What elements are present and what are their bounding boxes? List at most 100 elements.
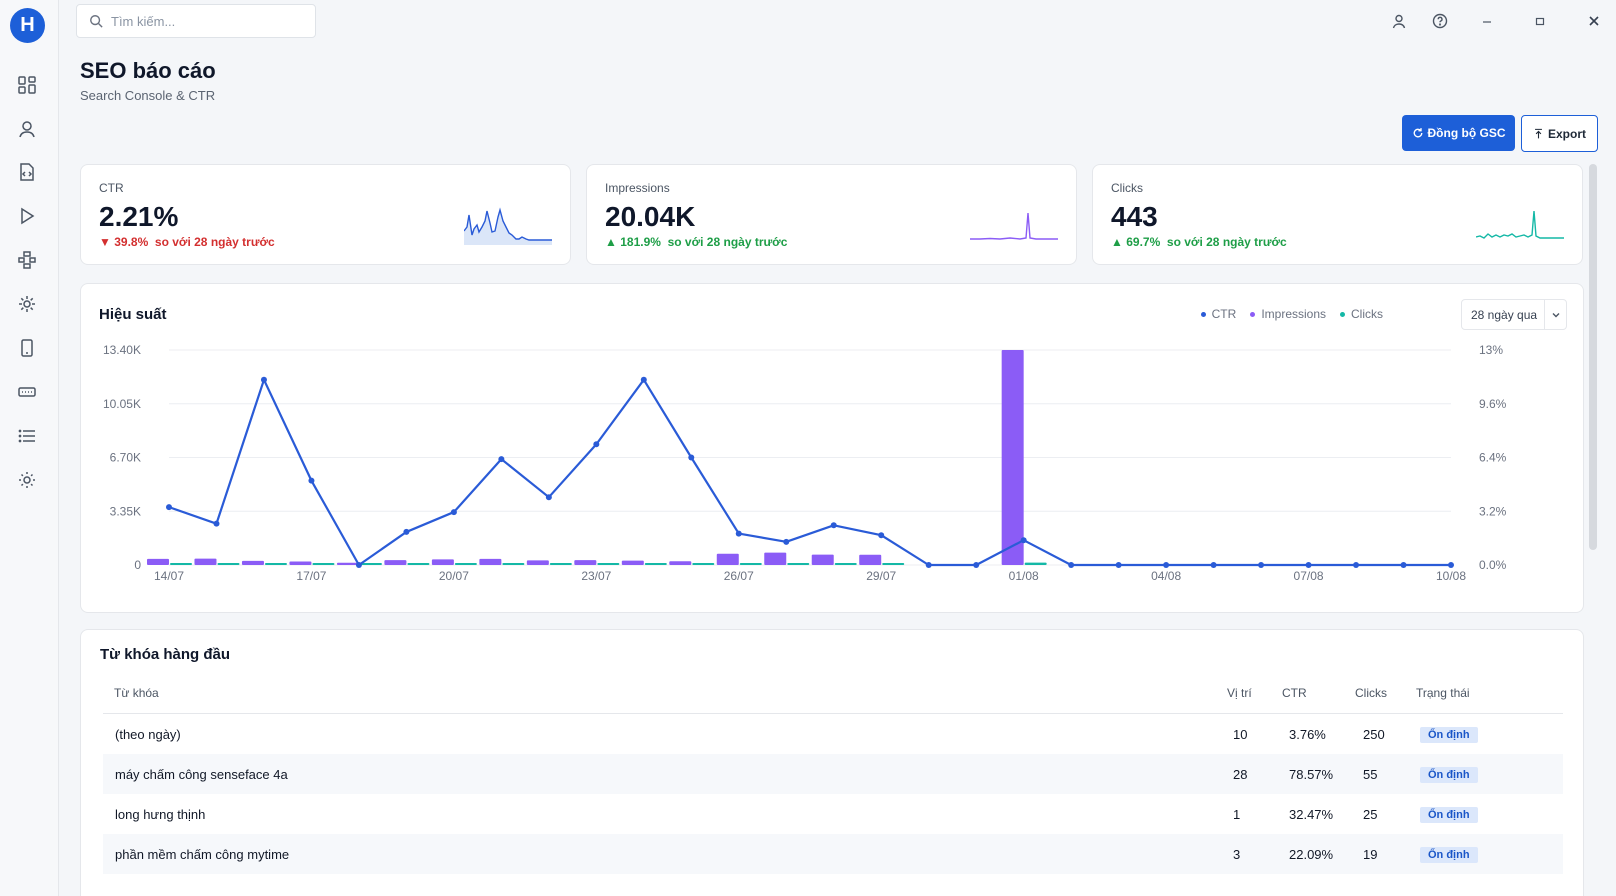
ctr-point bbox=[1163, 562, 1170, 568]
y-left-tick-label: 10.05K bbox=[103, 397, 141, 411]
stat-card-impressions: Impressions 20.04K ▲ 181.9% so với 28 ng… bbox=[586, 164, 1077, 265]
sidebar-item-brightness[interactable] bbox=[14, 291, 40, 317]
search-input[interactable] bbox=[111, 13, 301, 29]
ctr-point bbox=[973, 562, 980, 568]
gear-icon bbox=[19, 472, 35, 488]
legend-clicks[interactable]: Clicks bbox=[1340, 307, 1383, 321]
export-label: Export bbox=[1547, 126, 1586, 141]
ctr-cell: 32.47% bbox=[1289, 806, 1334, 822]
keyword-cell: (theo ngày) bbox=[115, 726, 181, 742]
clicks-bar bbox=[787, 563, 810, 565]
table-row[interactable]: phần mềm chấm công mytime 3 22.09% 19 Ổn… bbox=[103, 834, 1563, 874]
column-header-keyword[interactable]: Từ khóa bbox=[114, 685, 159, 700]
table-row[interactable]: máy chấm công senseface 4a 28 78.57% 55 … bbox=[103, 754, 1563, 794]
date-range-value: 28 ngày qua bbox=[1471, 307, 1538, 322]
x-tick-label: 26/07 bbox=[724, 569, 754, 583]
refresh-icon bbox=[1413, 128, 1422, 138]
sidebar: H bbox=[0, 0, 59, 896]
account-button[interactable] bbox=[1390, 12, 1408, 30]
keyword-cell: long hưng thịnh bbox=[115, 806, 206, 822]
column-header-status[interactable]: Trạng thái bbox=[1416, 685, 1470, 700]
x-tick-label: 29/07 bbox=[866, 569, 896, 583]
sidebar-item-mobile[interactable] bbox=[14, 335, 40, 361]
delta-value: 39.8% bbox=[114, 235, 149, 249]
maximize-button[interactable] bbox=[1531, 12, 1549, 30]
ctr-point bbox=[450, 509, 457, 516]
close-icon bbox=[1589, 16, 1599, 26]
sidebar-item-list[interactable] bbox=[14, 423, 40, 449]
x-tick-label: 07/08 bbox=[1294, 569, 1324, 583]
sidebar-item-dashboard[interactable] bbox=[14, 72, 40, 98]
legend-impressions[interactable]: Impressions bbox=[1250, 307, 1326, 321]
maximize-icon bbox=[1535, 17, 1545, 26]
clicks-bar bbox=[170, 563, 192, 565]
delta-compare: so với 28 ngày trước bbox=[1166, 235, 1287, 249]
column-header-clicks[interactable]: Clicks bbox=[1355, 685, 1387, 700]
status-badge: Ổn định bbox=[1420, 726, 1478, 743]
sidebar-item-users[interactable] bbox=[14, 116, 40, 142]
page-subtitle: Search Console & CTR bbox=[80, 88, 216, 103]
upload-icon bbox=[1535, 128, 1542, 139]
export-button[interactable]: Export bbox=[1521, 115, 1598, 152]
scrollbar[interactable] bbox=[1589, 164, 1597, 550]
impressions-bar bbox=[764, 552, 787, 565]
sidebar-item-settings[interactable] bbox=[14, 467, 40, 493]
column-header-position[interactable]: Vị trí bbox=[1227, 685, 1252, 700]
clicks-bar bbox=[264, 563, 287, 565]
legend-dot bbox=[1340, 311, 1345, 317]
sitemap-icon bbox=[18, 251, 36, 269]
help-button[interactable] bbox=[1431, 12, 1449, 30]
position-cell: 10 bbox=[1233, 726, 1248, 742]
delta-value: 181.9% bbox=[620, 235, 661, 249]
ctr-point bbox=[166, 504, 172, 511]
date-range-select[interactable]: 28 ngày qua bbox=[1461, 299, 1567, 330]
legend-ctr[interactable]: CTR bbox=[1200, 307, 1236, 321]
sync-gsc-button[interactable]: Đồng bộ GSC bbox=[1402, 115, 1515, 151]
clicks-bar bbox=[312, 563, 335, 565]
search-box[interactable] bbox=[76, 4, 316, 38]
ctr-point bbox=[1400, 562, 1407, 568]
stat-delta: ▲ 181.9% so với 28 ngày trước bbox=[605, 235, 788, 249]
sidebar-item-code-file[interactable] bbox=[14, 159, 40, 185]
table-row[interactable]: long hưng thịnh 1 32.47% 25 Ổn định bbox=[103, 794, 1563, 834]
ctr-cell: 78.57% bbox=[1289, 766, 1334, 782]
clicks-bar bbox=[1024, 562, 1047, 565]
clicks-bar bbox=[834, 563, 857, 565]
impressions-bar bbox=[811, 554, 834, 565]
ctr-point bbox=[925, 562, 932, 568]
y-right-tick-label: 3.2% bbox=[1479, 504, 1507, 518]
stat-label: CTR bbox=[99, 181, 124, 195]
ctr-cell: 3.76% bbox=[1289, 726, 1326, 742]
sidebar-item-keyboard[interactable] bbox=[14, 379, 40, 405]
clicks-cell: 250 bbox=[1363, 726, 1385, 742]
top-keywords-card: Từ khóa hàng đầu Từ khóa Vị trí CTR Clic… bbox=[80, 629, 1584, 896]
clicks-bar bbox=[359, 563, 382, 565]
clicks-bar bbox=[217, 563, 240, 565]
ctr-point bbox=[878, 532, 885, 539]
column-header-ctr[interactable]: CTR bbox=[1282, 685, 1307, 700]
ctr-point bbox=[355, 562, 362, 568]
sidebar-item-sitemap[interactable] bbox=[14, 247, 40, 273]
status-badge: Ổn định bbox=[1420, 766, 1478, 783]
y-left-tick-label: 3.35K bbox=[110, 504, 141, 518]
close-button[interactable] bbox=[1585, 12, 1603, 30]
clicks-bar bbox=[549, 563, 572, 565]
play-icon bbox=[21, 207, 35, 225]
impressions-bar bbox=[241, 560, 264, 565]
impressions-bar bbox=[336, 562, 359, 565]
impressions-bar bbox=[147, 558, 169, 565]
app-logo[interactable]: H bbox=[10, 8, 45, 43]
impressions-bar bbox=[289, 561, 312, 565]
sidebar-item-play[interactable] bbox=[14, 203, 40, 229]
search-icon bbox=[90, 15, 103, 28]
legend-dot bbox=[1200, 311, 1206, 317]
ctr-line bbox=[168, 378, 1451, 567]
ctr-point bbox=[1353, 562, 1360, 568]
sparkline-ctr bbox=[464, 207, 552, 245]
y-right-tick-label: 13% bbox=[1479, 343, 1503, 357]
stat-value: 2.21% bbox=[99, 201, 179, 232]
clicks-bar bbox=[739, 563, 762, 565]
minimize-button[interactable] bbox=[1478, 12, 1496, 30]
clicks-cell: 25 bbox=[1363, 806, 1378, 822]
table-row[interactable]: (theo ngày) 10 3.76% 250 Ổn định bbox=[103, 714, 1563, 754]
